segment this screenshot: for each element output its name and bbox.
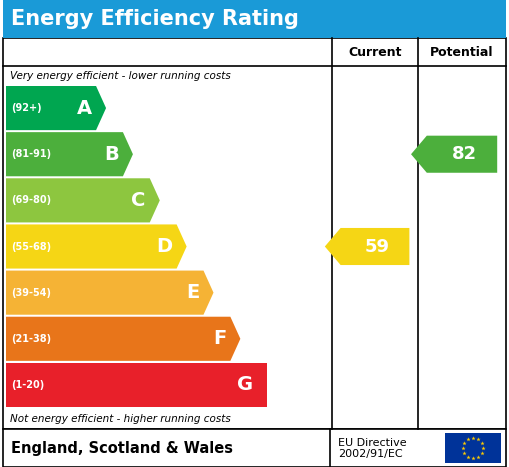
Text: D: D — [156, 237, 173, 256]
Polygon shape — [6, 86, 106, 130]
Text: Current: Current — [348, 45, 402, 58]
Polygon shape — [6, 270, 213, 315]
Text: Energy Efficiency Rating: Energy Efficiency Rating — [11, 9, 299, 29]
Text: B: B — [104, 145, 119, 164]
Bar — [3, 0, 506, 38]
Polygon shape — [6, 132, 133, 176]
Text: Not energy efficient - higher running costs: Not energy efficient - higher running co… — [10, 414, 231, 424]
Polygon shape — [6, 178, 160, 222]
Bar — [3, 429, 506, 467]
Text: 59: 59 — [365, 238, 390, 255]
Text: (55-68): (55-68) — [11, 241, 51, 252]
Polygon shape — [6, 363, 267, 407]
Polygon shape — [411, 136, 497, 173]
Text: (39-54): (39-54) — [11, 288, 51, 297]
Polygon shape — [6, 317, 240, 361]
Text: (69-80): (69-80) — [11, 195, 51, 205]
Text: 2002/91/EC: 2002/91/EC — [338, 449, 403, 459]
Text: Very energy efficient - lower running costs: Very energy efficient - lower running co… — [10, 71, 231, 81]
Polygon shape — [325, 228, 409, 265]
Text: Potential: Potential — [430, 45, 494, 58]
Text: C: C — [131, 191, 146, 210]
Text: (1-20): (1-20) — [11, 380, 44, 390]
Text: England, Scotland & Wales: England, Scotland & Wales — [11, 440, 233, 455]
Text: (92+): (92+) — [11, 103, 42, 113]
Text: E: E — [186, 283, 200, 302]
Text: (21-38): (21-38) — [11, 334, 51, 344]
Text: A: A — [77, 99, 92, 118]
Text: F: F — [213, 329, 227, 348]
Text: (81-91): (81-91) — [11, 149, 51, 159]
Bar — [3, 38, 506, 429]
Bar — [445, 433, 501, 463]
Text: EU Directive: EU Directive — [338, 438, 407, 448]
Polygon shape — [6, 225, 187, 269]
Text: G: G — [237, 375, 253, 395]
Text: 82: 82 — [452, 145, 477, 163]
